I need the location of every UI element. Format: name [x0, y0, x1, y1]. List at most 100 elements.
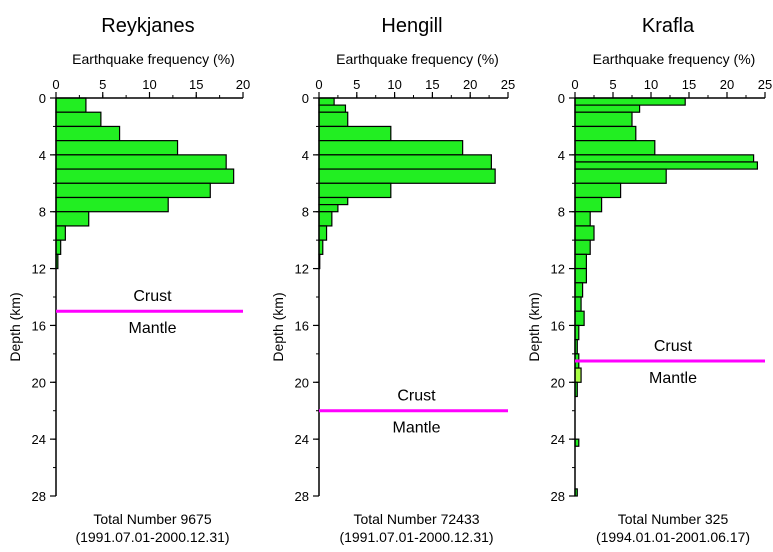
y-tick-label: 0 — [302, 91, 309, 106]
x-tick-label: 10 — [142, 77, 156, 92]
crust-label: Crust — [133, 288, 172, 305]
x-tick-label: 25 — [758, 77, 772, 92]
bar — [574, 168, 667, 184]
bar — [574, 296, 582, 312]
chart-panel-hengill: Hengill Earthquake frequency (%) 0 5 10 15 20 2… — [270, 15, 515, 545]
x-tick-label: 0 — [315, 77, 322, 92]
bar — [574, 367, 582, 383]
chart-panel-krafla: Krafla Earthquake frequency (%) 0 5 10 15 20 25… — [526, 15, 772, 545]
bar — [574, 125, 637, 142]
bar — [318, 211, 333, 227]
y-axis-label: Depth (km) — [526, 292, 542, 361]
total-number-label: Total Number 325 — [618, 511, 729, 527]
chart-panel-reykjanes: Reykjanes Earthquake frequency (%) 0 5 10 15 2… — [7, 15, 250, 545]
bar — [55, 182, 211, 199]
y-tick-label: 28 — [32, 489, 46, 504]
bar — [55, 111, 102, 128]
chart-title: Krafla — [642, 15, 695, 37]
y-tick-label: 4 — [39, 148, 46, 163]
bar-group — [574, 97, 758, 497]
y-tick-label: 4 — [558, 148, 565, 163]
bar — [574, 97, 686, 106]
y-tick-label: 8 — [302, 205, 309, 220]
y-tick-label: 20 — [295, 375, 309, 390]
bar-group — [318, 97, 496, 270]
bar — [574, 182, 622, 199]
x-tick-label: 0 — [52, 77, 59, 92]
crust-label: Crust — [397, 388, 436, 405]
x-axis-label: Earthquake frequency (%) — [336, 51, 499, 67]
bar — [55, 125, 121, 142]
bar — [318, 140, 464, 156]
mantle-label: Mantle — [392, 420, 440, 437]
total-number-label: Total Number 72433 — [353, 511, 479, 527]
bar — [574, 104, 641, 113]
x-tick-label: 15 — [425, 77, 439, 92]
y-axis-label: Depth (km) — [7, 292, 23, 361]
x-tick-label: 10 — [644, 77, 658, 92]
x-tick-label: 15 — [189, 77, 203, 92]
bar — [318, 97, 335, 106]
y-tick-label: 20 — [32, 375, 46, 390]
bar — [318, 168, 496, 184]
bar — [318, 225, 328, 241]
y-tick-label: 8 — [558, 205, 565, 220]
y-tick-label: 28 — [295, 489, 309, 504]
y-tick-label: 8 — [39, 205, 46, 220]
y-tick-label: 12 — [32, 262, 46, 277]
y-tick-label: 16 — [551, 318, 565, 333]
y-tick-label: 0 — [39, 91, 46, 106]
total-number-label: Total Number 9675 — [93, 511, 212, 527]
bar — [55, 140, 179, 156]
y-tick-label: 28 — [551, 489, 565, 504]
bar — [574, 310, 585, 327]
x-tick-label: 5 — [99, 77, 106, 92]
y-tick-label: 24 — [551, 432, 565, 447]
bar — [318, 154, 492, 170]
bar — [318, 196, 349, 206]
y-tick-label: 4 — [302, 148, 309, 163]
y-tick-label: 24 — [295, 432, 309, 447]
mantle-label: Mantle — [128, 320, 176, 337]
bar — [574, 211, 591, 227]
bar — [318, 125, 392, 142]
x-tick-label: 5 — [609, 77, 616, 92]
x-tick-label: 20 — [463, 77, 477, 92]
bar — [55, 225, 66, 241]
bar — [574, 225, 595, 241]
bar — [55, 211, 90, 227]
y-tick-label: 12 — [551, 262, 565, 277]
bar — [574, 140, 656, 156]
crust-label: Crust — [654, 338, 693, 355]
bar — [574, 253, 587, 270]
x-tick-label: 20 — [720, 77, 734, 92]
bar — [574, 282, 584, 298]
bar — [318, 104, 347, 113]
y-axis-label: Depth (km) — [270, 292, 286, 361]
chart-title: Reykjanes — [101, 15, 194, 37]
y-tick-label: 16 — [32, 318, 46, 333]
x-tick-label: 5 — [353, 77, 360, 92]
bar — [318, 182, 392, 199]
bar-group — [55, 97, 235, 270]
x-tick-label: 25 — [501, 77, 515, 92]
bar — [574, 267, 587, 284]
bar — [55, 97, 87, 113]
mantle-label: Mantle — [649, 370, 697, 387]
y-tick-label: 12 — [295, 262, 309, 277]
y-tick-label: 0 — [558, 91, 565, 106]
bar — [55, 168, 235, 184]
bar — [574, 161, 758, 170]
date-range-label: (1994.01.01-2001.06.17) — [596, 529, 750, 545]
bar — [318, 111, 349, 128]
x-axis-label: Earthquake frequency (%) — [593, 51, 756, 67]
bar — [55, 154, 227, 170]
bar — [318, 204, 339, 213]
x-tick-label: 15 — [682, 77, 696, 92]
x-tick-label: 10 — [387, 77, 401, 92]
x-tick-label: 20 — [236, 77, 250, 92]
x-tick-label: 0 — [571, 77, 578, 92]
bar — [574, 239, 591, 255]
x-axis-label: Earthquake frequency (%) — [72, 51, 235, 67]
